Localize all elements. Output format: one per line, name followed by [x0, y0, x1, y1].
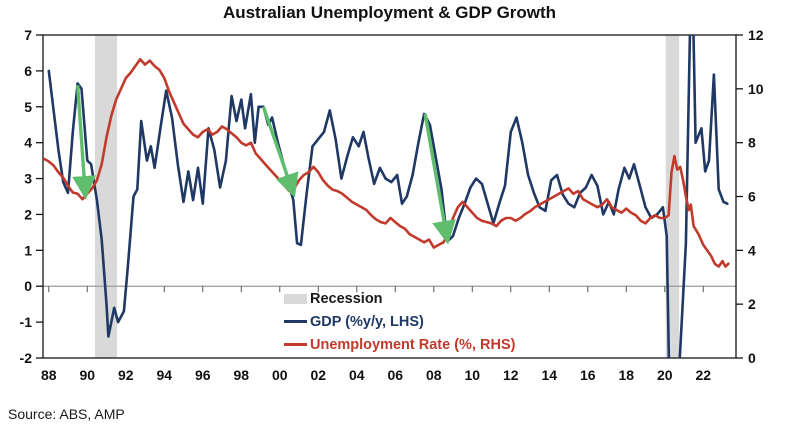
y-left-tick-label: -1 [20, 314, 33, 330]
legend-label-unemployment: Unemployment Rate (%, RHS) [310, 336, 516, 353]
gdp-drop-arrow [423, 113, 456, 245]
x-axis-tick-label: 12 [503, 367, 519, 383]
x-axis-tick-label: 20 [657, 367, 673, 383]
y-left-tick-label: -2 [20, 350, 33, 366]
x-axis-tick-label: 22 [695, 367, 711, 383]
gdp-drop-arrow [72, 85, 96, 200]
x-axis-tick-label: 96 [195, 367, 211, 383]
legend-item-recession: Recession [284, 287, 515, 310]
x-axis-tick-label: 08 [426, 367, 442, 383]
x-axis-tick-label: 10 [464, 367, 480, 383]
gdp-line-swatch [284, 320, 307, 323]
y-right-tick-label: 2 [748, 296, 756, 312]
x-axis-tick-label: 18 [618, 367, 634, 383]
y-left-tick-label: 1 [24, 242, 32, 258]
y-right-tick-label: 6 [748, 189, 756, 205]
unemployment-line [43, 57, 730, 268]
y-left-tick-label: 2 [24, 206, 32, 222]
recession-band [665, 35, 680, 358]
y-right-tick-label: 12 [748, 27, 764, 43]
x-axis-tick-label: 88 [41, 367, 57, 383]
gdp-line [47, 35, 729, 358]
x-axis-tick-label: 02 [310, 367, 326, 383]
legend-item-unemployment: Unemployment Rate (%, RHS) [284, 333, 515, 356]
x-axis-tick-label: 16 [580, 367, 596, 383]
x-axis-tick-label: 92 [118, 367, 134, 383]
x-axis-tick-label: 06 [387, 367, 403, 383]
legend-label-recession: Recession [310, 290, 383, 307]
x-axis-tick-label: 90 [79, 367, 95, 383]
y-left-tick-label: 7 [24, 27, 32, 43]
x-axis-tick-label: 98 [233, 367, 249, 383]
y-left-tick-label: 0 [24, 278, 32, 294]
legend-label-gdp: GDP (%y/y, LHS) [310, 313, 424, 330]
chart-title: Australian Unemployment & GDP Growth [222, 3, 557, 22]
chart-legend: Recession GDP (%y/y, LHS) Unemployment R… [284, 287, 515, 356]
y-left-tick-label: 5 [24, 99, 32, 115]
y-left-tick-label: 6 [24, 63, 32, 79]
unemployment-line-swatch [284, 343, 307, 346]
y-right-tick-label: 8 [748, 135, 756, 151]
source-note: Source: ABS, AMP [8, 406, 125, 422]
y-left-tick-label: 4 [24, 135, 32, 151]
x-axis-tick-label: 00 [272, 367, 288, 383]
recession-swatch [284, 293, 307, 304]
x-axis-tick-label: 04 [349, 367, 365, 383]
gdp-drop-arrow [261, 106, 299, 198]
y-right-tick-label: 0 [748, 350, 756, 366]
x-axis-tick-label: 14 [541, 367, 557, 383]
x-axis-tick-label: 94 [156, 367, 172, 383]
legend-item-gdp: GDP (%y/y, LHS) [284, 310, 515, 333]
y-right-tick-label: 10 [748, 81, 764, 97]
y-right-tick-label: 4 [748, 242, 756, 258]
y-left-tick-label: 3 [24, 171, 32, 187]
